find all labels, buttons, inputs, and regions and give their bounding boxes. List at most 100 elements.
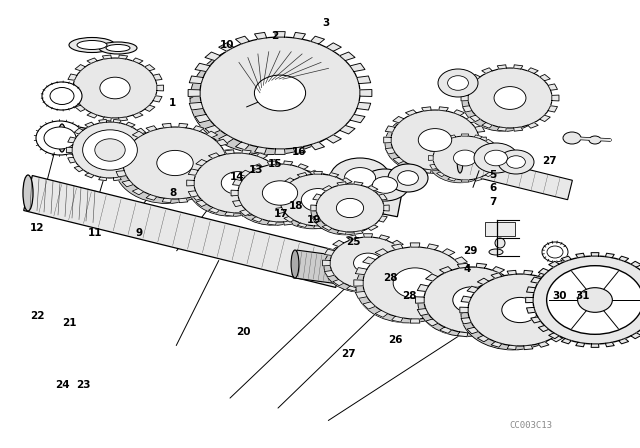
Polygon shape xyxy=(187,180,194,186)
Ellipse shape xyxy=(324,241,400,293)
Polygon shape xyxy=(132,131,144,138)
Ellipse shape xyxy=(391,110,479,170)
Polygon shape xyxy=(454,302,467,309)
Text: 30: 30 xyxy=(553,291,567,301)
Polygon shape xyxy=(461,134,468,136)
Polygon shape xyxy=(538,341,549,347)
Polygon shape xyxy=(540,74,550,81)
Polygon shape xyxy=(393,157,404,164)
Polygon shape xyxy=(269,159,280,166)
Ellipse shape xyxy=(388,164,428,192)
Polygon shape xyxy=(293,250,342,284)
Polygon shape xyxy=(115,160,123,166)
Polygon shape xyxy=(479,137,486,143)
Ellipse shape xyxy=(433,136,497,180)
Ellipse shape xyxy=(254,75,306,111)
Text: 28: 28 xyxy=(383,273,397,283)
Text: 5: 5 xyxy=(489,170,497,180)
Polygon shape xyxy=(206,131,218,138)
Polygon shape xyxy=(322,190,329,196)
Polygon shape xyxy=(538,273,549,278)
Polygon shape xyxy=(461,296,471,302)
Polygon shape xyxy=(252,217,262,222)
Polygon shape xyxy=(137,166,146,172)
Text: 11: 11 xyxy=(88,228,102,238)
Polygon shape xyxy=(333,240,344,246)
Polygon shape xyxy=(284,221,292,225)
Ellipse shape xyxy=(474,143,518,173)
Ellipse shape xyxy=(385,113,473,173)
Polygon shape xyxy=(385,148,395,154)
Polygon shape xyxy=(531,317,541,323)
Text: 18: 18 xyxy=(289,201,303,211)
Polygon shape xyxy=(68,137,76,143)
Polygon shape xyxy=(467,327,478,334)
Polygon shape xyxy=(482,123,492,128)
Ellipse shape xyxy=(188,156,276,216)
Ellipse shape xyxy=(563,132,581,144)
Polygon shape xyxy=(515,284,527,292)
Polygon shape xyxy=(68,157,76,163)
Text: 1: 1 xyxy=(169,98,177,108)
Polygon shape xyxy=(329,172,339,177)
Polygon shape xyxy=(569,318,579,324)
Polygon shape xyxy=(430,164,436,169)
Polygon shape xyxy=(410,243,420,247)
Ellipse shape xyxy=(361,169,409,201)
Text: 28: 28 xyxy=(403,291,417,301)
Polygon shape xyxy=(379,235,390,240)
Polygon shape xyxy=(196,159,207,166)
Polygon shape xyxy=(384,137,391,143)
Polygon shape xyxy=(363,302,376,309)
Polygon shape xyxy=(75,105,85,112)
Polygon shape xyxy=(477,336,489,342)
Polygon shape xyxy=(162,198,172,202)
Polygon shape xyxy=(417,309,429,315)
Polygon shape xyxy=(284,161,292,165)
Polygon shape xyxy=(242,212,252,216)
Text: 3: 3 xyxy=(323,18,330,28)
Polygon shape xyxy=(354,280,363,286)
Polygon shape xyxy=(492,267,504,273)
Polygon shape xyxy=(493,146,500,151)
Polygon shape xyxy=(551,336,563,342)
Polygon shape xyxy=(515,309,527,315)
Polygon shape xyxy=(99,119,107,123)
Polygon shape xyxy=(60,124,403,217)
Polygon shape xyxy=(467,286,478,293)
Polygon shape xyxy=(224,171,234,177)
Polygon shape xyxy=(354,182,363,185)
Polygon shape xyxy=(548,333,559,339)
Polygon shape xyxy=(314,172,323,174)
Text: 29: 29 xyxy=(463,246,477,256)
Polygon shape xyxy=(224,149,234,155)
Polygon shape xyxy=(474,135,483,138)
Polygon shape xyxy=(342,216,352,222)
Polygon shape xyxy=(497,65,506,69)
Polygon shape xyxy=(357,76,371,84)
Polygon shape xyxy=(427,316,438,322)
Polygon shape xyxy=(520,297,529,303)
Polygon shape xyxy=(278,191,288,197)
Polygon shape xyxy=(406,164,417,170)
Polygon shape xyxy=(113,177,122,181)
Ellipse shape xyxy=(589,136,601,144)
Text: 26: 26 xyxy=(388,336,403,345)
Polygon shape xyxy=(475,126,484,132)
Polygon shape xyxy=(153,74,162,80)
Polygon shape xyxy=(401,249,412,255)
Ellipse shape xyxy=(494,86,526,109)
Polygon shape xyxy=(364,289,372,292)
Ellipse shape xyxy=(372,177,397,194)
Polygon shape xyxy=(351,186,360,193)
Polygon shape xyxy=(524,345,533,349)
Polygon shape xyxy=(470,74,480,81)
Polygon shape xyxy=(355,267,367,275)
Polygon shape xyxy=(357,103,371,110)
Polygon shape xyxy=(428,155,433,160)
Ellipse shape xyxy=(353,253,383,273)
Polygon shape xyxy=(392,280,403,286)
Ellipse shape xyxy=(337,198,364,218)
Text: 25: 25 xyxy=(346,237,360,247)
Polygon shape xyxy=(528,68,538,73)
